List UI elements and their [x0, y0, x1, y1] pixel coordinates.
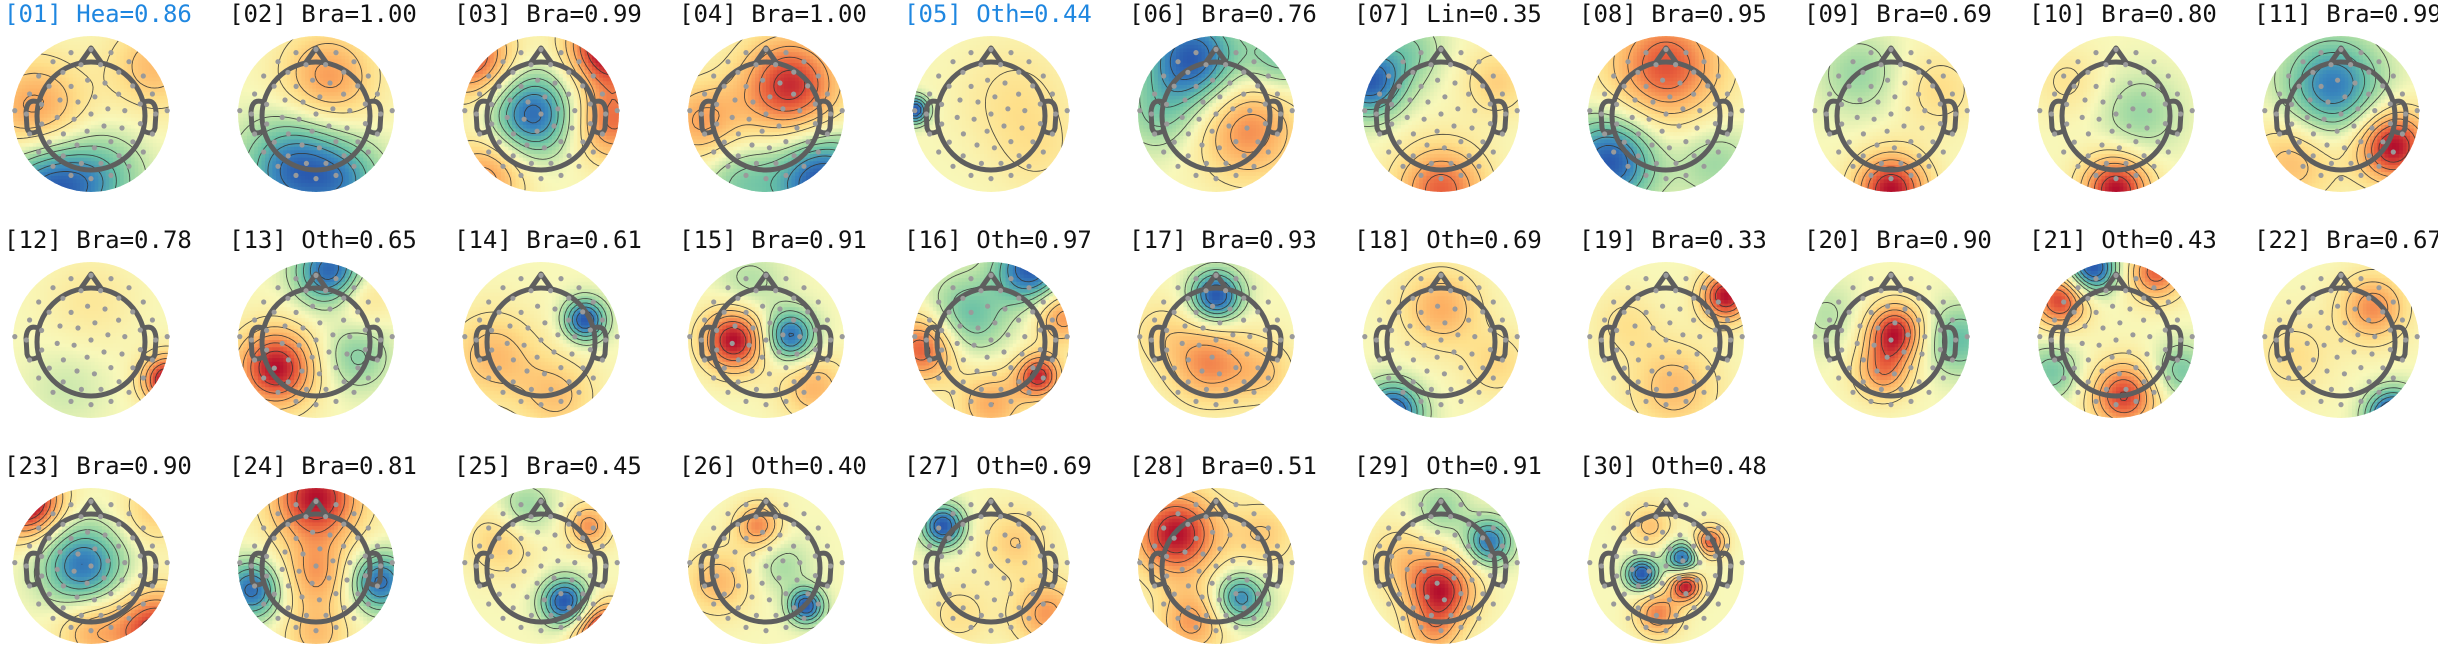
component-label: [19] Bra=0.33 [1579, 226, 1767, 254]
component-cell: [29] Oth=0.91 [1350, 452, 1560, 672]
component-cell: [13] Oth=0.65 [225, 226, 435, 446]
component-cell: [04] Bra=1.00 [675, 0, 885, 220]
component-label: [16] Oth=0.97 [904, 226, 1092, 254]
component-label: [24] Bra=0.81 [229, 452, 417, 480]
topomap [1586, 260, 1746, 420]
component-label: [20] Bra=0.90 [1804, 226, 1992, 254]
component-label: [07] Lin=0.35 [1354, 0, 1542, 28]
component-cell: [16] Oth=0.97 [900, 226, 1110, 446]
topomap [1136, 260, 1296, 420]
component-label: [29] Oth=0.91 [1354, 452, 1542, 480]
topomap [1361, 34, 1521, 194]
component-cell: [24] Bra=0.81 [225, 452, 435, 672]
topomap [911, 260, 1071, 420]
component-label: [08] Bra=0.95 [1579, 0, 1767, 28]
component-cell: [09] Bra=0.69 [1800, 0, 2010, 220]
component-label: [25] Bra=0.45 [454, 452, 642, 480]
component-label: [10] Bra=0.80 [2029, 0, 2217, 28]
component-label: [11] Bra=0.99 [2254, 0, 2438, 28]
component-cell: [30] Oth=0.48 [1575, 452, 1785, 672]
component-cell: [08] Bra=0.95 [1575, 0, 1785, 220]
component-cell: [17] Bra=0.93 [1125, 226, 1335, 446]
topomap [461, 34, 621, 194]
topomap [1586, 34, 1746, 194]
component-cell: [28] Bra=0.51 [1125, 452, 1335, 672]
topomap [686, 34, 846, 194]
component-label: [03] Bra=0.99 [454, 0, 642, 28]
topomap [2036, 34, 2196, 194]
topomap [11, 486, 171, 646]
component-cell: [01] Hea=0.86 [0, 0, 210, 220]
component-label: [04] Bra=1.00 [679, 0, 867, 28]
topomap [236, 486, 396, 646]
component-cell: [27] Oth=0.69 [900, 452, 1110, 672]
component-label: [30] Oth=0.48 [1579, 452, 1767, 480]
topomap [236, 34, 396, 194]
topomap [686, 260, 846, 420]
component-label: [15] Bra=0.91 [679, 226, 867, 254]
component-cell: [14] Bra=0.61 [450, 226, 660, 446]
topomap [11, 34, 171, 194]
component-label: [02] Bra=1.00 [229, 0, 417, 28]
topomap [461, 486, 621, 646]
component-cell: [12] Bra=0.78 [0, 226, 210, 446]
component-cell: [02] Bra=1.00 [225, 0, 435, 220]
component-label: [18] Oth=0.69 [1354, 226, 1542, 254]
topomap [1811, 34, 1971, 194]
component-cell: [10] Bra=0.80 [2025, 0, 2235, 220]
component-label: [12] Bra=0.78 [4, 226, 192, 254]
topomap [1811, 260, 1971, 420]
component-label: [06] Bra=0.76 [1129, 0, 1317, 28]
component-label: [05] Oth=0.44 [904, 0, 1092, 28]
topomap [2261, 34, 2421, 194]
topomap [911, 486, 1071, 646]
component-cell: [07] Lin=0.35 [1350, 0, 1560, 220]
component-label: [17] Bra=0.93 [1129, 226, 1317, 254]
component-label: [28] Bra=0.51 [1129, 452, 1317, 480]
component-label: [09] Bra=0.69 [1804, 0, 1992, 28]
component-cell: [19] Bra=0.33 [1575, 226, 1785, 446]
component-label: [26] Oth=0.40 [679, 452, 867, 480]
component-cell: [03] Bra=0.99 [450, 0, 660, 220]
component-label: [21] Oth=0.43 [2029, 226, 2217, 254]
component-cell: [21] Oth=0.43 [2025, 226, 2235, 446]
component-cell: [23] Bra=0.90 [0, 452, 210, 672]
topomap [1361, 486, 1521, 646]
topomap [461, 260, 621, 420]
component-cell: [06] Bra=0.76 [1125, 0, 1335, 220]
component-cell: [20] Bra=0.90 [1800, 226, 2010, 446]
component-cell: [15] Bra=0.91 [675, 226, 885, 446]
component-cell: [11] Bra=0.99 [2250, 0, 2438, 220]
topomap [236, 260, 396, 420]
component-label: [13] Oth=0.65 [229, 226, 417, 254]
component-label: [23] Bra=0.90 [4, 452, 192, 480]
component-cell: [05] Oth=0.44 [900, 0, 1110, 220]
topomap [2261, 260, 2421, 420]
component-label: [27] Oth=0.69 [904, 452, 1092, 480]
topomap [2036, 260, 2196, 420]
topomap [911, 34, 1071, 194]
component-cell: [26] Oth=0.40 [675, 452, 885, 672]
component-cell: [25] Bra=0.45 [450, 452, 660, 672]
component-label: [22] Bra=0.67 [2254, 226, 2438, 254]
component-label: [01] Hea=0.86 [4, 0, 192, 28]
topomap [686, 486, 846, 646]
topomap [1136, 34, 1296, 194]
topomap [11, 260, 171, 420]
component-cell: [18] Oth=0.69 [1350, 226, 1560, 446]
component-cell: [22] Bra=0.67 [2250, 226, 2438, 446]
component-label: [14] Bra=0.61 [454, 226, 642, 254]
topomap [1586, 486, 1746, 646]
topomap [1136, 486, 1296, 646]
topomap [1361, 260, 1521, 420]
